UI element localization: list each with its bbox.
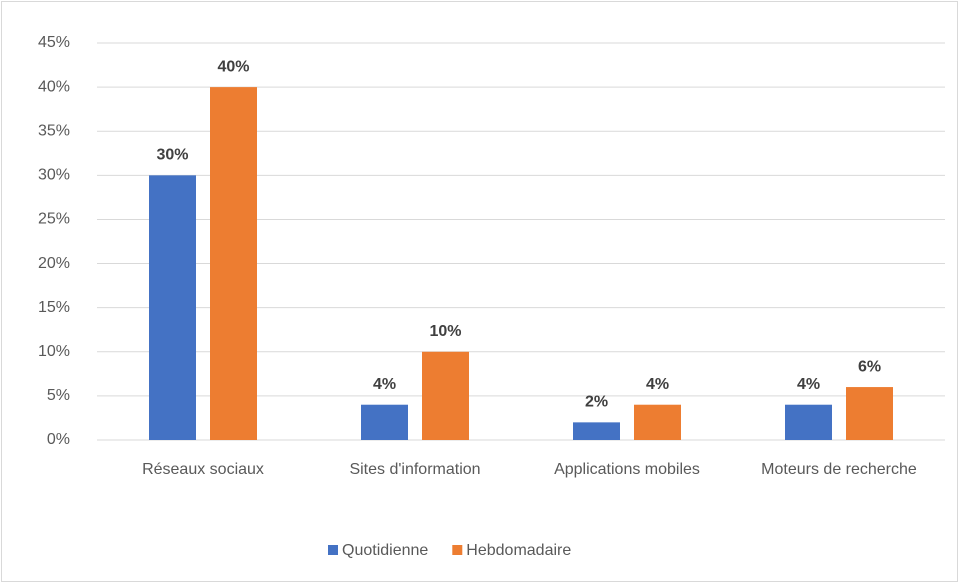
x-tick-label: Moteurs de recherche <box>761 461 917 478</box>
bar <box>846 387 893 440</box>
y-tick-label: 15% <box>38 299 70 316</box>
y-tick-label: 5% <box>47 387 70 404</box>
bar <box>210 87 257 440</box>
y-tick-label: 40% <box>38 78 70 95</box>
y-tick-label: 35% <box>38 122 70 139</box>
y-tick-label: 30% <box>38 167 70 184</box>
data-label: 6% <box>858 358 881 375</box>
data-label: 40% <box>217 58 249 75</box>
bar <box>361 404 408 440</box>
data-label: 4% <box>797 376 820 393</box>
y-tick-label: 20% <box>38 255 70 272</box>
data-label: 10% <box>429 323 461 340</box>
data-label: 30% <box>156 147 188 164</box>
legend-label: Quotidienne <box>342 542 428 559</box>
bar <box>573 422 620 440</box>
legend-swatch <box>328 545 338 555</box>
bar <box>422 351 469 440</box>
data-label: 2% <box>585 394 608 411</box>
legend-label: Hebdomadaire <box>466 542 571 559</box>
y-tick-label: 10% <box>38 343 70 360</box>
bar <box>634 404 681 440</box>
x-tick-label: Réseaux sociaux <box>142 461 264 478</box>
bar <box>785 404 832 440</box>
y-tick-label: 45% <box>38 34 70 51</box>
data-label: 4% <box>373 376 396 393</box>
data-label: 4% <box>646 376 669 393</box>
x-tick-label: Sites d'information <box>349 461 480 478</box>
y-tick-label: 0% <box>47 431 70 448</box>
legend-swatch <box>452 545 463 555</box>
bar <box>149 175 196 441</box>
x-tick-label: Applications mobiles <box>554 461 700 478</box>
y-tick-label: 25% <box>38 211 70 228</box>
